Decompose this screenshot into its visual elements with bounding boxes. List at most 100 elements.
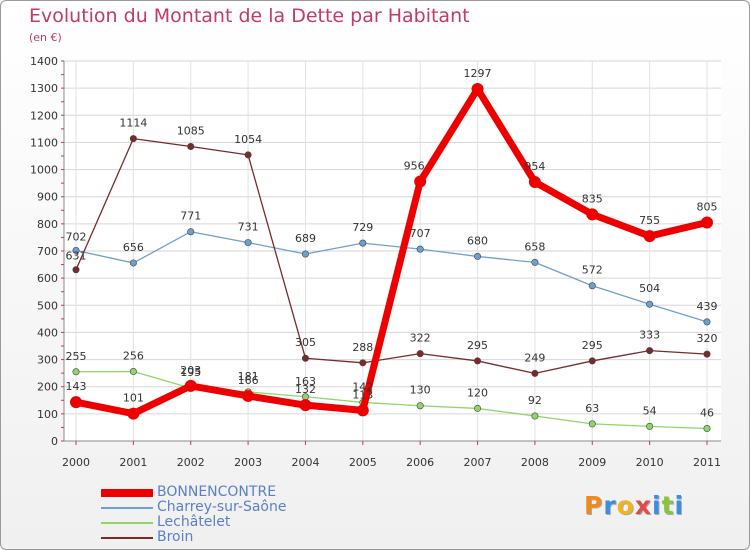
data-point: [586, 208, 599, 221]
data-point: [416, 245, 424, 253]
legend-label: Charrey-sur-Saône: [157, 499, 287, 515]
data-label: 163: [295, 375, 316, 388]
data-label: 707: [410, 227, 431, 240]
data-label: 46: [700, 407, 714, 420]
y-tick-label: 800: [37, 218, 58, 231]
proxiti-logo: Proxiti: [584, 491, 684, 520]
data-point: [72, 246, 80, 254]
data-point: [184, 379, 197, 392]
data-label: 689: [295, 232, 316, 245]
legend-label: Lechâtelet: [157, 514, 231, 530]
data-point: [127, 407, 140, 420]
data-point: [301, 354, 309, 362]
data-label: 142: [352, 380, 373, 393]
data-label: 320: [697, 332, 718, 345]
x-tick-label: 2006: [406, 456, 434, 469]
data-label: 195: [180, 366, 201, 379]
data-point: [72, 368, 80, 376]
x-tick-label: 2008: [521, 456, 549, 469]
data-point: [129, 259, 137, 267]
data-point: [244, 151, 252, 159]
data-label: 333: [639, 329, 660, 342]
y-tick-label: 900: [37, 191, 58, 204]
data-point: [471, 82, 484, 95]
data-label: 680: [467, 234, 488, 247]
data-label: 120: [467, 386, 488, 399]
data-label: 101: [123, 392, 144, 405]
data-label: 1114: [119, 117, 147, 130]
data-point: [416, 402, 424, 410]
y-tick-label: 600: [37, 272, 58, 285]
logo-letter: r: [603, 491, 617, 520]
data-label: 166: [238, 374, 259, 387]
data-point: [531, 412, 539, 420]
y-ticks: 0 100 200 300 400 500 600 700 800 900 1000 1100 1200…: [30, 55, 64, 448]
data-point: [70, 396, 82, 409]
x-tick-label: 2010: [636, 456, 664, 469]
data-label: 504: [639, 282, 660, 295]
data-point: [588, 357, 596, 365]
data-point: [187, 143, 195, 151]
x-tick-label: 2009: [578, 456, 606, 469]
series-line-1: [75, 231, 708, 323]
data-point: [72, 266, 80, 274]
data-point: [474, 404, 482, 412]
y-tick-label: 1400: [30, 55, 58, 68]
data-point: [356, 404, 369, 417]
data-label: 92: [528, 394, 542, 407]
data-point: [701, 216, 713, 229]
data-point: [531, 258, 539, 266]
legend-swatch: [101, 522, 153, 524]
data-label: 63: [585, 402, 599, 415]
y-tick-label: 1000: [30, 164, 58, 177]
data-label: 1054: [234, 133, 262, 146]
x-tick-label: 2011: [693, 456, 721, 469]
data-point: [588, 282, 596, 290]
legend-swatch: [101, 489, 153, 497]
data-label: 658: [524, 240, 545, 253]
logo-letter: o: [616, 491, 635, 520]
logo-letter: P: [584, 491, 604, 520]
y-tick-label: 300: [37, 354, 58, 367]
data-labels: 143 101 203 166 132 113 956 1297 954 835 755 805 702…: [66, 67, 718, 420]
data-label: 322: [410, 332, 431, 345]
data-point: [242, 389, 255, 402]
logo-letter: i: [652, 491, 662, 520]
data-point: [474, 357, 482, 365]
data-label: 130: [410, 384, 431, 397]
legend-item: Lechâtelet: [101, 514, 361, 531]
data-point: [416, 350, 424, 358]
data-label: 256: [123, 350, 144, 363]
data-point: [588, 420, 596, 428]
series-line-0: [72, 85, 711, 418]
series-line-2: [75, 370, 708, 430]
data-point: [531, 369, 539, 377]
legend-swatch: [101, 537, 153, 539]
x-tick-label: 2003: [234, 456, 262, 469]
logo-letter: t: [661, 491, 675, 520]
data-point: [528, 176, 541, 189]
data-label: 143: [66, 380, 87, 393]
x-tick-label: 2004: [291, 456, 319, 469]
x-ticks: 2000 2001 2002 2003 2004 2005 2006 2007 2008 2009…: [62, 441, 721, 469]
legend-label: Broin: [157, 529, 194, 545]
legend-item: Charrey-sur-Saône: [101, 499, 361, 516]
data-label: 249: [524, 351, 545, 364]
data-label: 572: [582, 264, 603, 277]
y-tick-label: 0: [51, 435, 58, 448]
chart-title: Evolution du Montant de la Dette par Hab…: [29, 5, 470, 27]
x-tick-label: 2002: [177, 456, 205, 469]
y-tick-label: 1300: [30, 82, 58, 95]
data-label: 288: [352, 341, 373, 354]
data-label: 305: [295, 336, 316, 349]
y-tick-label: 500: [37, 299, 58, 312]
series-layer: [70, 82, 713, 433]
data-point: [129, 135, 137, 143]
data-label: 1297: [464, 67, 492, 80]
legend-label: BONNENCONTRE: [157, 484, 277, 500]
data-label: 132: [295, 383, 316, 396]
logo-letter: x: [634, 491, 652, 520]
data-label: 631: [66, 250, 87, 263]
